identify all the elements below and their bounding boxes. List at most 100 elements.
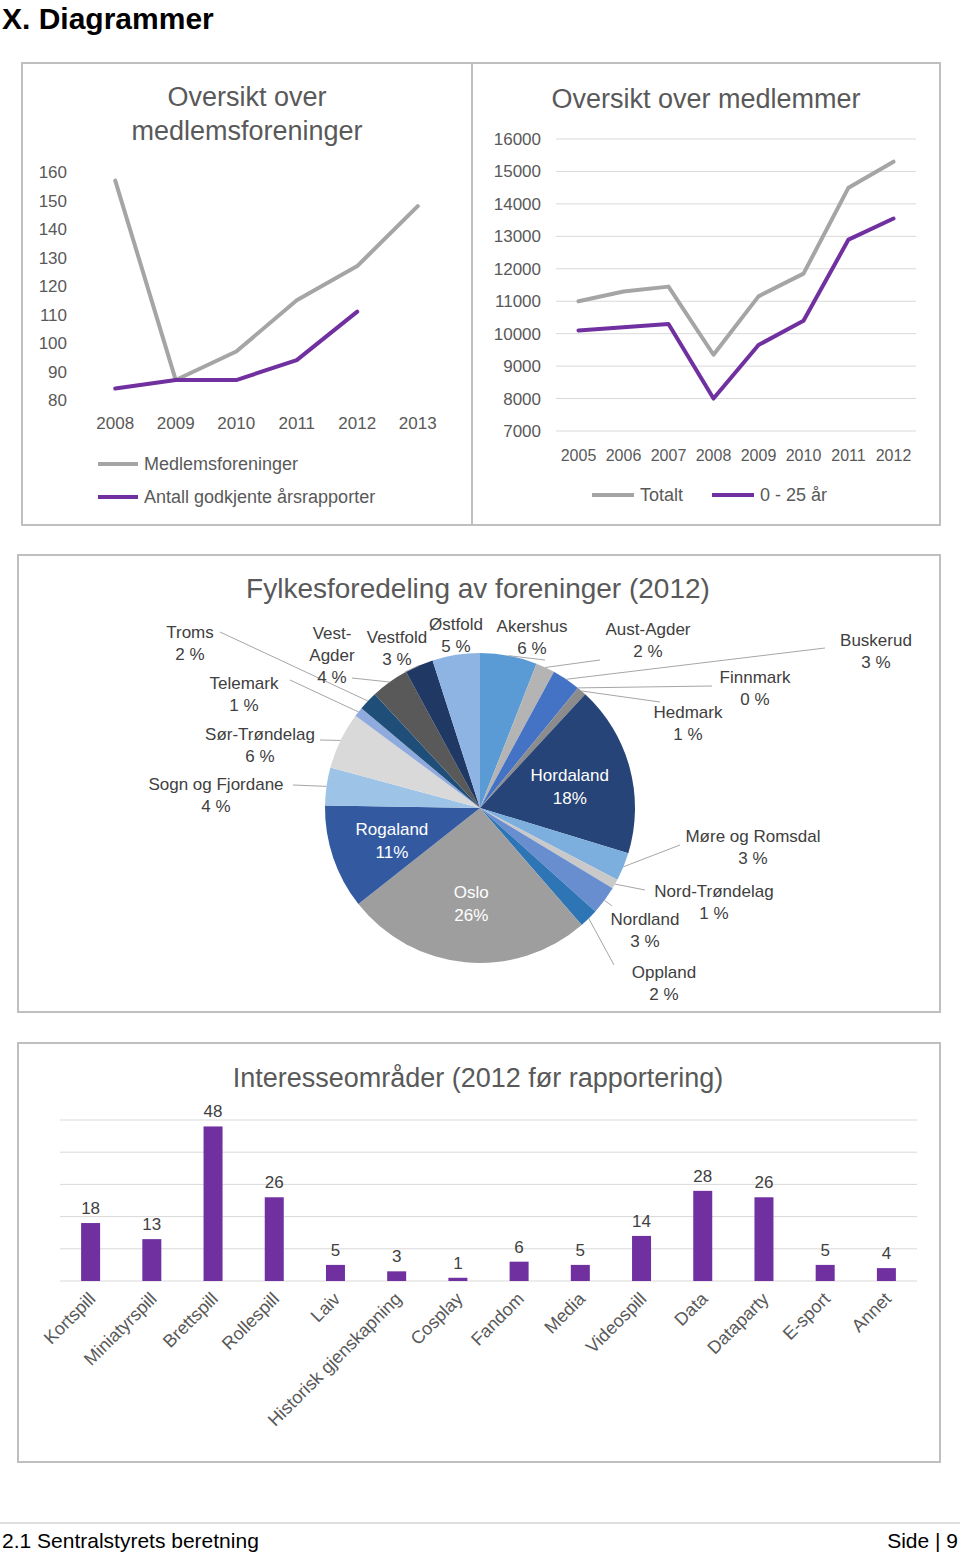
chart-title: Interesseområder (2012 før rapportering) — [233, 1063, 724, 1093]
slice-value: 2 % — [633, 642, 662, 661]
grid-line — [556, 139, 916, 140]
x-tick-label: 2009 — [157, 414, 195, 433]
grid-line — [556, 171, 916, 172]
x-tick-label: 2010 — [217, 414, 255, 433]
leader-line — [293, 785, 327, 786]
slice-value: 4 % — [317, 668, 346, 687]
chart-title: Oversikt overmedlemsforeninger — [131, 82, 362, 146]
plot-area — [81, 1126, 896, 1281]
y-tick-label: 15000 — [494, 162, 541, 181]
data-label: 3 — [392, 1247, 401, 1266]
legend-key — [592, 493, 634, 497]
data-label: 48 — [204, 1102, 223, 1121]
x-tick-label: Fandom — [467, 1289, 528, 1350]
x-tick-label: Dataparty — [703, 1289, 772, 1358]
leader-line — [352, 678, 390, 682]
x-tick-label: Videospill — [582, 1289, 650, 1357]
data-label: 5 — [576, 1241, 585, 1260]
bar — [693, 1191, 712, 1281]
bar — [265, 1197, 284, 1281]
grid-line — [60, 1120, 917, 1121]
data-label: 4 — [882, 1244, 891, 1263]
bar — [754, 1197, 773, 1281]
leader-line — [589, 918, 614, 965]
grid-line — [60, 1281, 917, 1282]
slice-value: 3 % — [861, 653, 890, 672]
bar — [326, 1265, 345, 1281]
data-label: 28 — [693, 1167, 712, 1186]
legend-key — [98, 462, 138, 466]
grid-line — [60, 1152, 917, 1153]
x-tick-label: 2007 — [651, 447, 687, 464]
chart-title: Oversikt over medlemmer — [551, 84, 860, 114]
data-label: 13 — [142, 1215, 161, 1234]
grid-line — [556, 431, 916, 432]
grid-line — [556, 301, 916, 302]
pie-slices — [325, 653, 635, 963]
name-part: Vest- — [313, 624, 352, 643]
x-tick-label: 2010 — [786, 447, 822, 464]
slice-name: Møre og Romsdal — [685, 827, 820, 846]
x-tick-label: 2005 — [561, 447, 597, 464]
x-tick-label: Rollespill — [218, 1289, 283, 1354]
grid-line — [60, 1216, 917, 1217]
y-tick-label: 10000 — [494, 325, 541, 344]
panel — [18, 555, 940, 1012]
data-label: 5 — [820, 1241, 829, 1260]
x-tick-label: Cosplay — [407, 1289, 467, 1349]
grid-line — [556, 366, 916, 367]
slice-name: Aust-Agder — [605, 620, 690, 639]
panel — [472, 63, 940, 525]
legend-key — [98, 495, 138, 499]
legend-label: Totalt — [640, 485, 683, 505]
x-tick-label: Brettspill — [159, 1289, 222, 1352]
x-tick-label: 2012 — [876, 447, 912, 464]
bar — [81, 1223, 100, 1281]
slice-name: Østfold — [429, 615, 483, 634]
slice-value: 26% — [454, 906, 488, 925]
grid-line — [556, 268, 916, 269]
y-tick-label: 140 — [39, 220, 67, 239]
slice-value: 18% — [553, 789, 587, 808]
bar — [510, 1262, 529, 1281]
bar — [204, 1126, 223, 1281]
grid-line — [60, 1184, 917, 1185]
bar — [448, 1278, 467, 1281]
slice-value: 5 % — [441, 637, 470, 656]
chart-title: Fylkesforedeling av foreninger (2012) — [246, 573, 710, 604]
data-label: 5 — [331, 1241, 340, 1260]
slice-name: Sogn og Fjordane — [148, 775, 283, 794]
slice-value: 2 % — [175, 645, 204, 664]
slice-name: Nordland — [611, 910, 680, 929]
y-tick-label: 7000 — [503, 422, 541, 441]
data-label: 26 — [755, 1173, 774, 1192]
data-label: 1 — [453, 1254, 462, 1273]
slice-name: Sør-Trøndelag — [205, 725, 315, 744]
slice-name: Oslo — [454, 883, 489, 902]
x-tick-label: 2011 — [831, 447, 866, 464]
slice-value: 3 % — [630, 932, 659, 951]
x-tick-label: 2011 — [278, 414, 315, 433]
title-line: medlemsforeninger — [131, 116, 362, 146]
grid-line — [556, 398, 916, 399]
x-tick-label: Kortspill — [40, 1289, 99, 1348]
y-tick-label: 11000 — [495, 292, 541, 311]
data-label: 6 — [514, 1238, 523, 1257]
plot-area — [115, 181, 418, 389]
y-tick-label: 120 — [39, 277, 67, 296]
title-line: Interesseområder (2012 før rapportering) — [233, 1063, 724, 1093]
leader-line — [623, 845, 680, 867]
panel — [18, 1043, 940, 1462]
slice-value: 11% — [376, 843, 409, 862]
title-line: Fylkesforedeling av foreninger (2012) — [246, 573, 710, 604]
data-label: 26 — [265, 1173, 284, 1192]
grid-line — [556, 236, 916, 237]
y-tick-label: 110 — [40, 306, 67, 325]
plot-area — [579, 162, 894, 399]
x-tick-label: Miniatyrspill — [80, 1289, 161, 1370]
slice-name: Troms — [166, 623, 214, 642]
y-tick-label: 12000 — [494, 260, 541, 279]
slice-value: 1 % — [699, 904, 728, 923]
slice-value: 3 % — [382, 650, 411, 669]
y-tick-label: 14000 — [494, 195, 541, 214]
